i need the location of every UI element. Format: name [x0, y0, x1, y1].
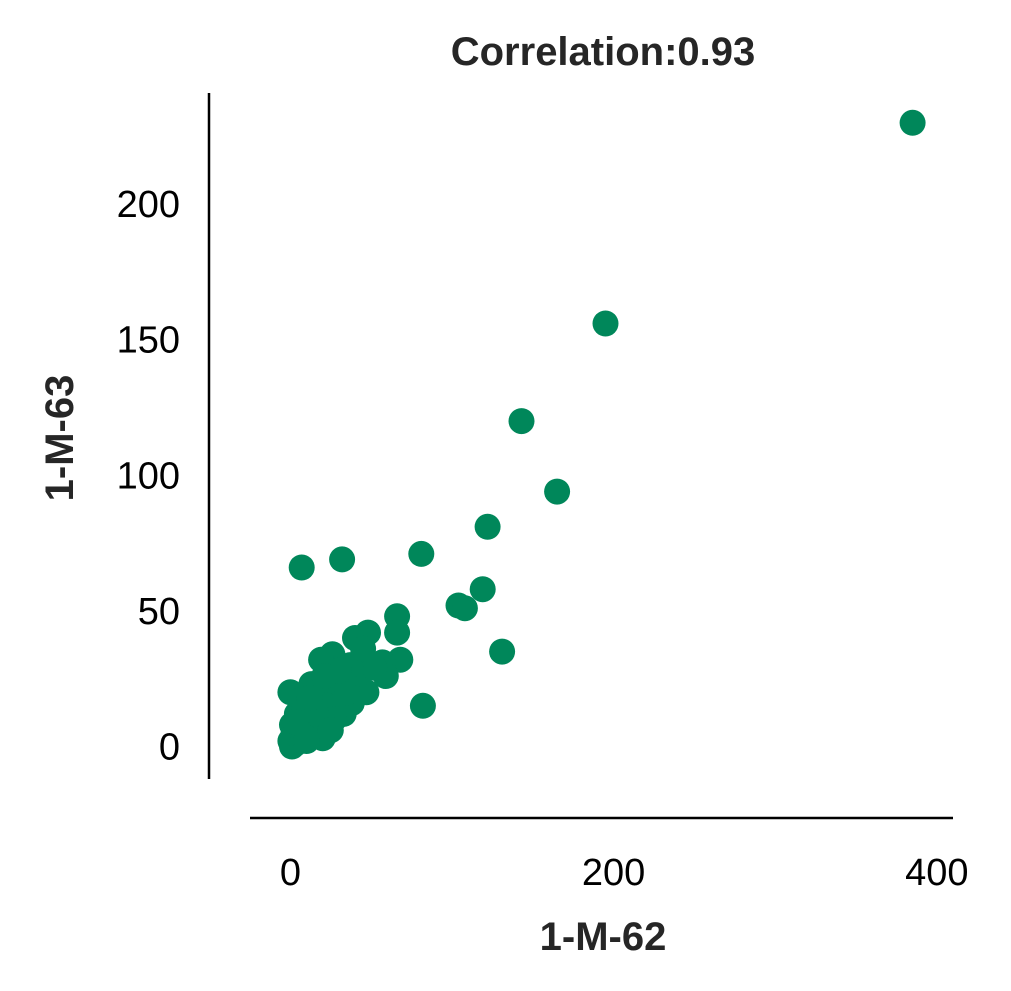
data-point	[293, 728, 320, 754]
y-tick-label: 100	[117, 455, 180, 497]
y-tick-labels: 0 50 100 150 200	[117, 184, 180, 768]
data-point	[474, 513, 501, 540]
x-tick-label: 0	[280, 852, 301, 894]
y-tick-label: 50	[138, 591, 180, 633]
data-point	[409, 692, 436, 719]
data-point	[311, 663, 338, 689]
data-point	[489, 638, 516, 665]
y-axis-label: 1-M-63	[38, 375, 82, 502]
data-point	[899, 109, 926, 136]
data-point	[317, 717, 344, 744]
x-tick-labels: 0 200 400	[280, 852, 969, 894]
data-point	[592, 310, 619, 337]
data-points	[277, 109, 926, 760]
y-tick-label: 200	[117, 184, 180, 226]
data-point	[288, 554, 315, 581]
data-point	[282, 709, 309, 736]
data-point	[451, 595, 478, 622]
y-tick-label: 150	[117, 320, 180, 362]
data-point	[384, 619, 411, 646]
data-point	[361, 654, 388, 681]
data-point	[350, 635, 377, 662]
data-point	[329, 546, 356, 573]
data-point	[296, 684, 323, 711]
data-point	[508, 408, 535, 435]
data-point	[544, 478, 571, 505]
chart-title: Correlation:0.93	[451, 30, 756, 74]
x-tick-label: 200	[582, 852, 645, 894]
x-axis-label: 1-M-62	[540, 915, 667, 959]
data-point	[334, 679, 360, 706]
data-point	[469, 576, 496, 603]
y-tick-label: 0	[159, 726, 180, 768]
data-point	[408, 540, 435, 567]
x-tick-label: 400	[905, 852, 968, 894]
